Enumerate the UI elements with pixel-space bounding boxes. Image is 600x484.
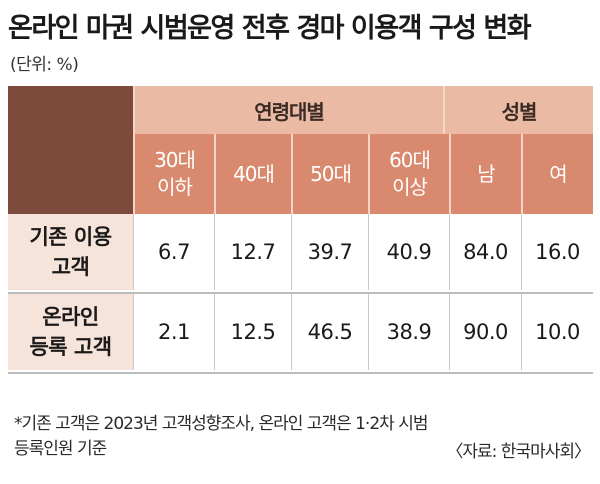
data-table: 연령대별 성별 30대 이하 40대 50대 60대 이상 남 여 기존 이용 … <box>8 86 593 374</box>
table-cell: 40.9 <box>368 214 449 290</box>
row-header: 기존 이용 고객 <box>8 214 133 290</box>
table-cell: 12.5 <box>214 294 291 370</box>
chart-title: 온라인 마권 시범운영 전후 경마 이용객 구성 변화 <box>8 13 532 44</box>
corner-cell <box>8 86 133 134</box>
table-cell: 84.0 <box>449 214 521 290</box>
table-cell: 10.0 <box>521 294 593 370</box>
col-header: 여 <box>521 134 593 214</box>
table-cell: 6.7 <box>133 214 214 290</box>
col-header: 30대 이하 <box>133 134 214 214</box>
table-cell: 12.7 <box>214 214 291 290</box>
table-cell: 16.0 <box>521 214 593 290</box>
table-cell: 38.9 <box>368 294 449 370</box>
table-cell: 39.7 <box>291 214 368 290</box>
group-header-row: 연령대별 성별 <box>8 86 593 134</box>
table-cell: 46.5 <box>291 294 368 370</box>
source-note: 〈자료: 한국마사회〉 <box>446 442 591 462</box>
col-header: 50대 <box>291 134 368 214</box>
table-body: 기존 이용 고객 6.7 12.7 39.7 40.9 84.0 16.0 온라인 등록 고객… <box>8 214 593 374</box>
unit-label: (단위: %) <box>10 55 79 75</box>
table-row: 기존 이용 고객 6.7 12.7 39.7 40.9 84.0 16.0 <box>8 214 593 294</box>
col-header: 남 <box>449 134 521 214</box>
column-header-row: 30대 이하 40대 50대 60대 이상 남 여 <box>8 134 593 214</box>
col-header: 40대 <box>214 134 291 214</box>
table-cell: 90.0 <box>449 294 521 370</box>
age-group-header: 연령대별 <box>133 86 443 134</box>
footnote: *기존 고객은 2023년 고객성향조사, 온라인 고객은 1·2차 시범 등록… <box>14 414 428 459</box>
col-header: 60대 이상 <box>368 134 449 214</box>
table-row: 온라인 등록 고객 2.1 12.5 46.5 38.9 90.0 10.0 <box>8 294 593 374</box>
row-header: 온라인 등록 고객 <box>8 294 133 370</box>
gender-group-header: 성별 <box>443 86 593 134</box>
table-cell: 2.1 <box>133 294 214 370</box>
corner-cell-lower <box>8 134 133 214</box>
